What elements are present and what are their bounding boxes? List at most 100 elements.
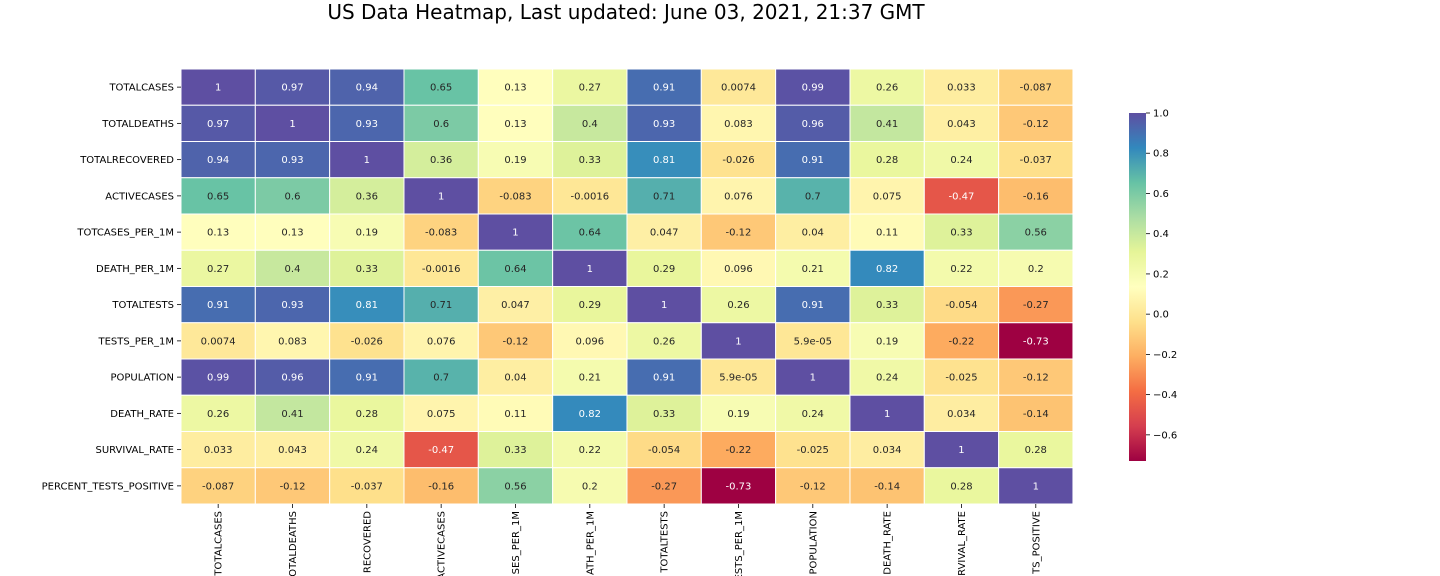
cell-value-label: 0.91 (802, 300, 824, 311)
heatmap-cell (700, 431, 777, 469)
cell-value-label: 0.33 (356, 264, 378, 275)
cell-value-label: -0.16 (1023, 191, 1049, 202)
cell-value-label: 0.21 (579, 373, 601, 384)
cell-value-label: 0.64 (579, 228, 601, 239)
heatmap-cell (923, 213, 1000, 251)
column-label: ATH_PER_1M (585, 511, 596, 575)
colorbar-tick-label: −0.4 (1153, 390, 1177, 401)
cell-value-label: 0.94 (356, 83, 378, 94)
cell-value-label: -0.14 (874, 481, 900, 492)
heatmap-cell (180, 68, 256, 106)
heatmap-cell (254, 104, 331, 142)
heatmap-cell (626, 141, 702, 179)
heatmap-cell (998, 249, 1074, 287)
heatmap-cell (849, 104, 925, 142)
cell-value-label: 0.047 (650, 228, 679, 239)
cell-value-label: 0.0074 (201, 336, 236, 347)
cell-value-label: 0.11 (876, 228, 898, 239)
cell-value-label: 0.2 (1028, 264, 1044, 275)
cell-value-label: -0.12 (280, 481, 306, 492)
column-label: TOTALCASES (214, 511, 225, 576)
cell-value-label: 1 (661, 300, 667, 311)
column-label: TS_POSITIVE (1031, 511, 1042, 575)
cell-value-label: 0.28 (876, 155, 898, 166)
row-labels: TOTALCASES TOTALDEATHS TOTALRECOVERED ACTIV… (42, 83, 181, 492)
colorbar-tick-label: 0.4 (1153, 229, 1169, 240)
heatmap-cell (254, 431, 331, 469)
cell-value-label: 0.26 (207, 409, 229, 420)
heatmap-cell (775, 431, 851, 469)
cell-value-label: -0.054 (945, 300, 977, 311)
cell-value-label: 0.076 (427, 336, 456, 347)
row-label: DEATH_RATE (110, 409, 174, 420)
cell-value-label: 0.27 (579, 83, 601, 94)
row-label: TESTS_PER_1M (97, 336, 174, 347)
heatmap-cell (700, 104, 777, 142)
cell-value-label: 0.28 (356, 409, 378, 420)
cell-value-label: 0.91 (356, 373, 378, 384)
column-label: ESTS_PER_1M (734, 511, 745, 576)
cell-value-label: 0.034 (873, 445, 902, 456)
chart-title: US Data Heatmap, Last updated: June 03, … (327, 0, 925, 24)
row-label: TOTALTESTS (111, 300, 174, 311)
heatmap-cell (403, 249, 479, 287)
row-label: TOTCASES_PER_1M (76, 228, 174, 239)
cell-value-label: 0.93 (281, 300, 303, 311)
colorbar-tick-label: 0.8 (1153, 149, 1169, 160)
cell-value-label: 0.81 (653, 155, 675, 166)
cell-value-label: 0.19 (504, 155, 526, 166)
heatmap-cell (923, 286, 1000, 324)
cell-value-label: 1 (958, 445, 964, 456)
cell-value-label: 0.04 (504, 373, 526, 384)
cell-value-label: 0.27 (207, 264, 229, 275)
heatmap-cell (477, 394, 554, 432)
heatmap-cell (552, 286, 628, 324)
cell-value-label: 0.6 (433, 119, 449, 130)
cell-value-label: 0.26 (876, 83, 898, 94)
cell-value-label: 5.9e-05 (794, 336, 832, 347)
heatmap-cell (923, 394, 1000, 432)
heatmap-cell (626, 249, 702, 287)
row-label: ACTIVECASES (105, 191, 174, 202)
cell-value-label: -0.026 (722, 155, 754, 166)
row-label: SURVIVAL_RATE (95, 445, 174, 456)
heatmap-cell (998, 322, 1074, 360)
cell-value-label: 0.29 (579, 300, 601, 311)
cell-value-label: -0.087 (1020, 83, 1052, 94)
heatmap-cells: 1 0.97 0.94 0.65 0.13 0.27 0.91 0.0074 0.99 0.26 0… (180, 68, 1074, 505)
colorbar-ticks: 1.0 0.8 0.6 0.4 0.2 0.0 −0.2 −0.4 −0.6 (1146, 109, 1177, 441)
row-label: DEATH_PER_1M (96, 264, 174, 275)
colorbar-tick-label: 0.6 (1153, 189, 1169, 200)
cell-value-label: 1 (289, 119, 295, 130)
heatmap-cell (700, 68, 777, 106)
cell-value-label: 0.13 (504, 83, 526, 94)
heatmap-cell (180, 213, 256, 251)
heatmap-cell (254, 358, 331, 396)
cell-value-label: 0.4 (285, 264, 301, 275)
cell-value-label: -0.037 (351, 481, 383, 492)
cell-value-label: 0.19 (727, 409, 749, 420)
cell-value-label: 1 (215, 83, 221, 94)
cell-value-label: 1 (1033, 481, 1039, 492)
column-labels: TOTALCASES TOTALDEATHS RECOVERED ACTIVECASE… (214, 504, 1042, 576)
cell-value-label: 0.2 (582, 481, 598, 492)
heatmap-cell (552, 68, 628, 106)
column-label: DEATH_RATE (883, 511, 894, 575)
cell-value-label: -0.083 (425, 228, 457, 239)
cell-value-label: 0.24 (802, 409, 824, 420)
colorbar-tick-label: −0.2 (1153, 350, 1177, 361)
cell-value-label: 0.82 (579, 409, 601, 420)
cell-value-label: 0.91 (802, 155, 824, 166)
cell-value-label: -0.087 (202, 481, 234, 492)
cell-value-label: -0.27 (1023, 300, 1049, 311)
heatmap-cell (626, 394, 702, 432)
column-label: SES_PER_1M (511, 511, 522, 574)
cell-value-label: 0.033 (204, 445, 233, 456)
heatmap-cell (626, 322, 702, 360)
cell-value-label: 0.33 (950, 228, 972, 239)
heatmap-cell (254, 213, 331, 251)
cell-value-label: 0.04 (802, 228, 824, 239)
cell-value-label: 0.91 (653, 83, 675, 94)
heatmap-cell (849, 177, 925, 215)
cell-value-label: 0.6 (285, 191, 301, 202)
